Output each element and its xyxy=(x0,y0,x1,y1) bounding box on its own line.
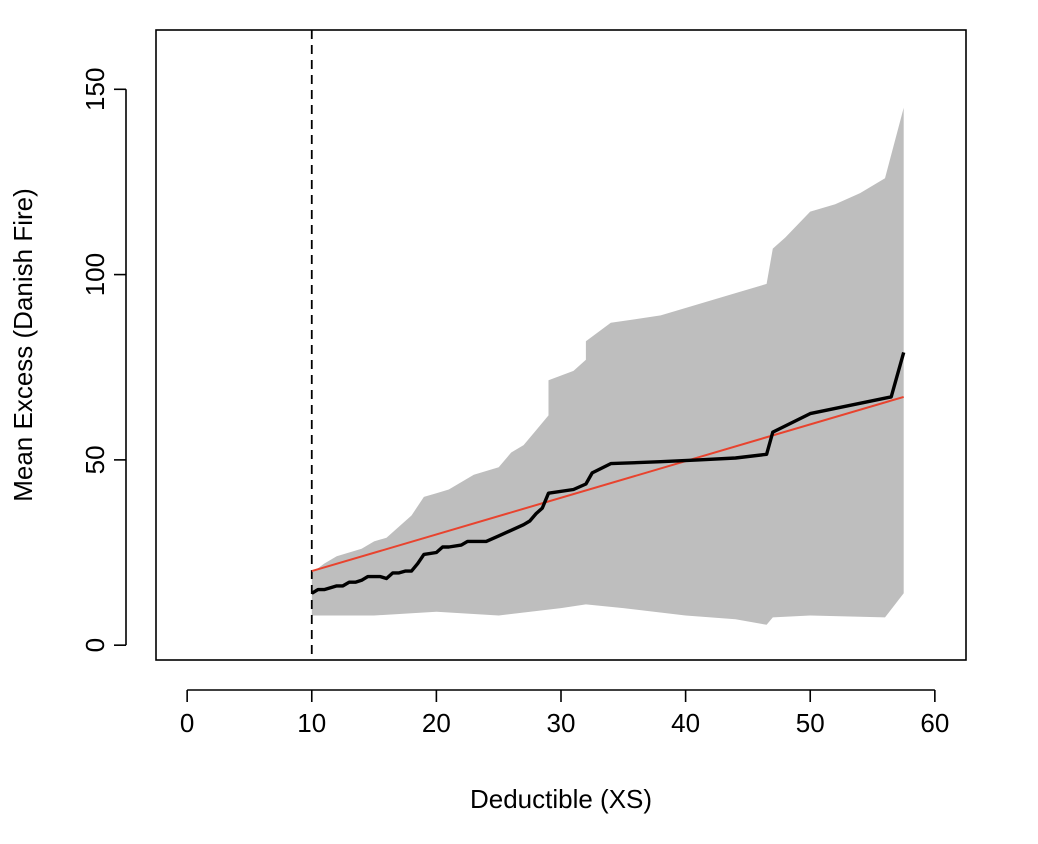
y-tick-label: 50 xyxy=(80,445,110,474)
axes: 0 10 20 30 40 50 60 0 50 100 150 xyxy=(80,68,949,738)
plot-frame xyxy=(155,29,967,661)
y-tick-label: 150 xyxy=(80,68,110,111)
x-tick-label: 20 xyxy=(422,708,451,738)
x-tick-label: 10 xyxy=(297,708,326,738)
fitted-line xyxy=(311,395,904,573)
y-axis-label: Mean Excess (Danish Fire) xyxy=(8,188,38,502)
y-tick-label: 100 xyxy=(80,253,110,296)
plot-area xyxy=(310,30,906,660)
mean-excess-line xyxy=(310,351,906,595)
x-tick-label: 0 xyxy=(180,708,194,738)
x-tick-label: 40 xyxy=(671,708,700,738)
x-tick-label: 30 xyxy=(547,708,576,738)
x-tick-label: 50 xyxy=(796,708,825,738)
x-axis-label: Deductible (XS) xyxy=(470,784,652,814)
y-tick-label: 0 xyxy=(80,638,110,652)
confidence-band xyxy=(311,107,904,625)
x-tick-label: 60 xyxy=(920,708,949,738)
